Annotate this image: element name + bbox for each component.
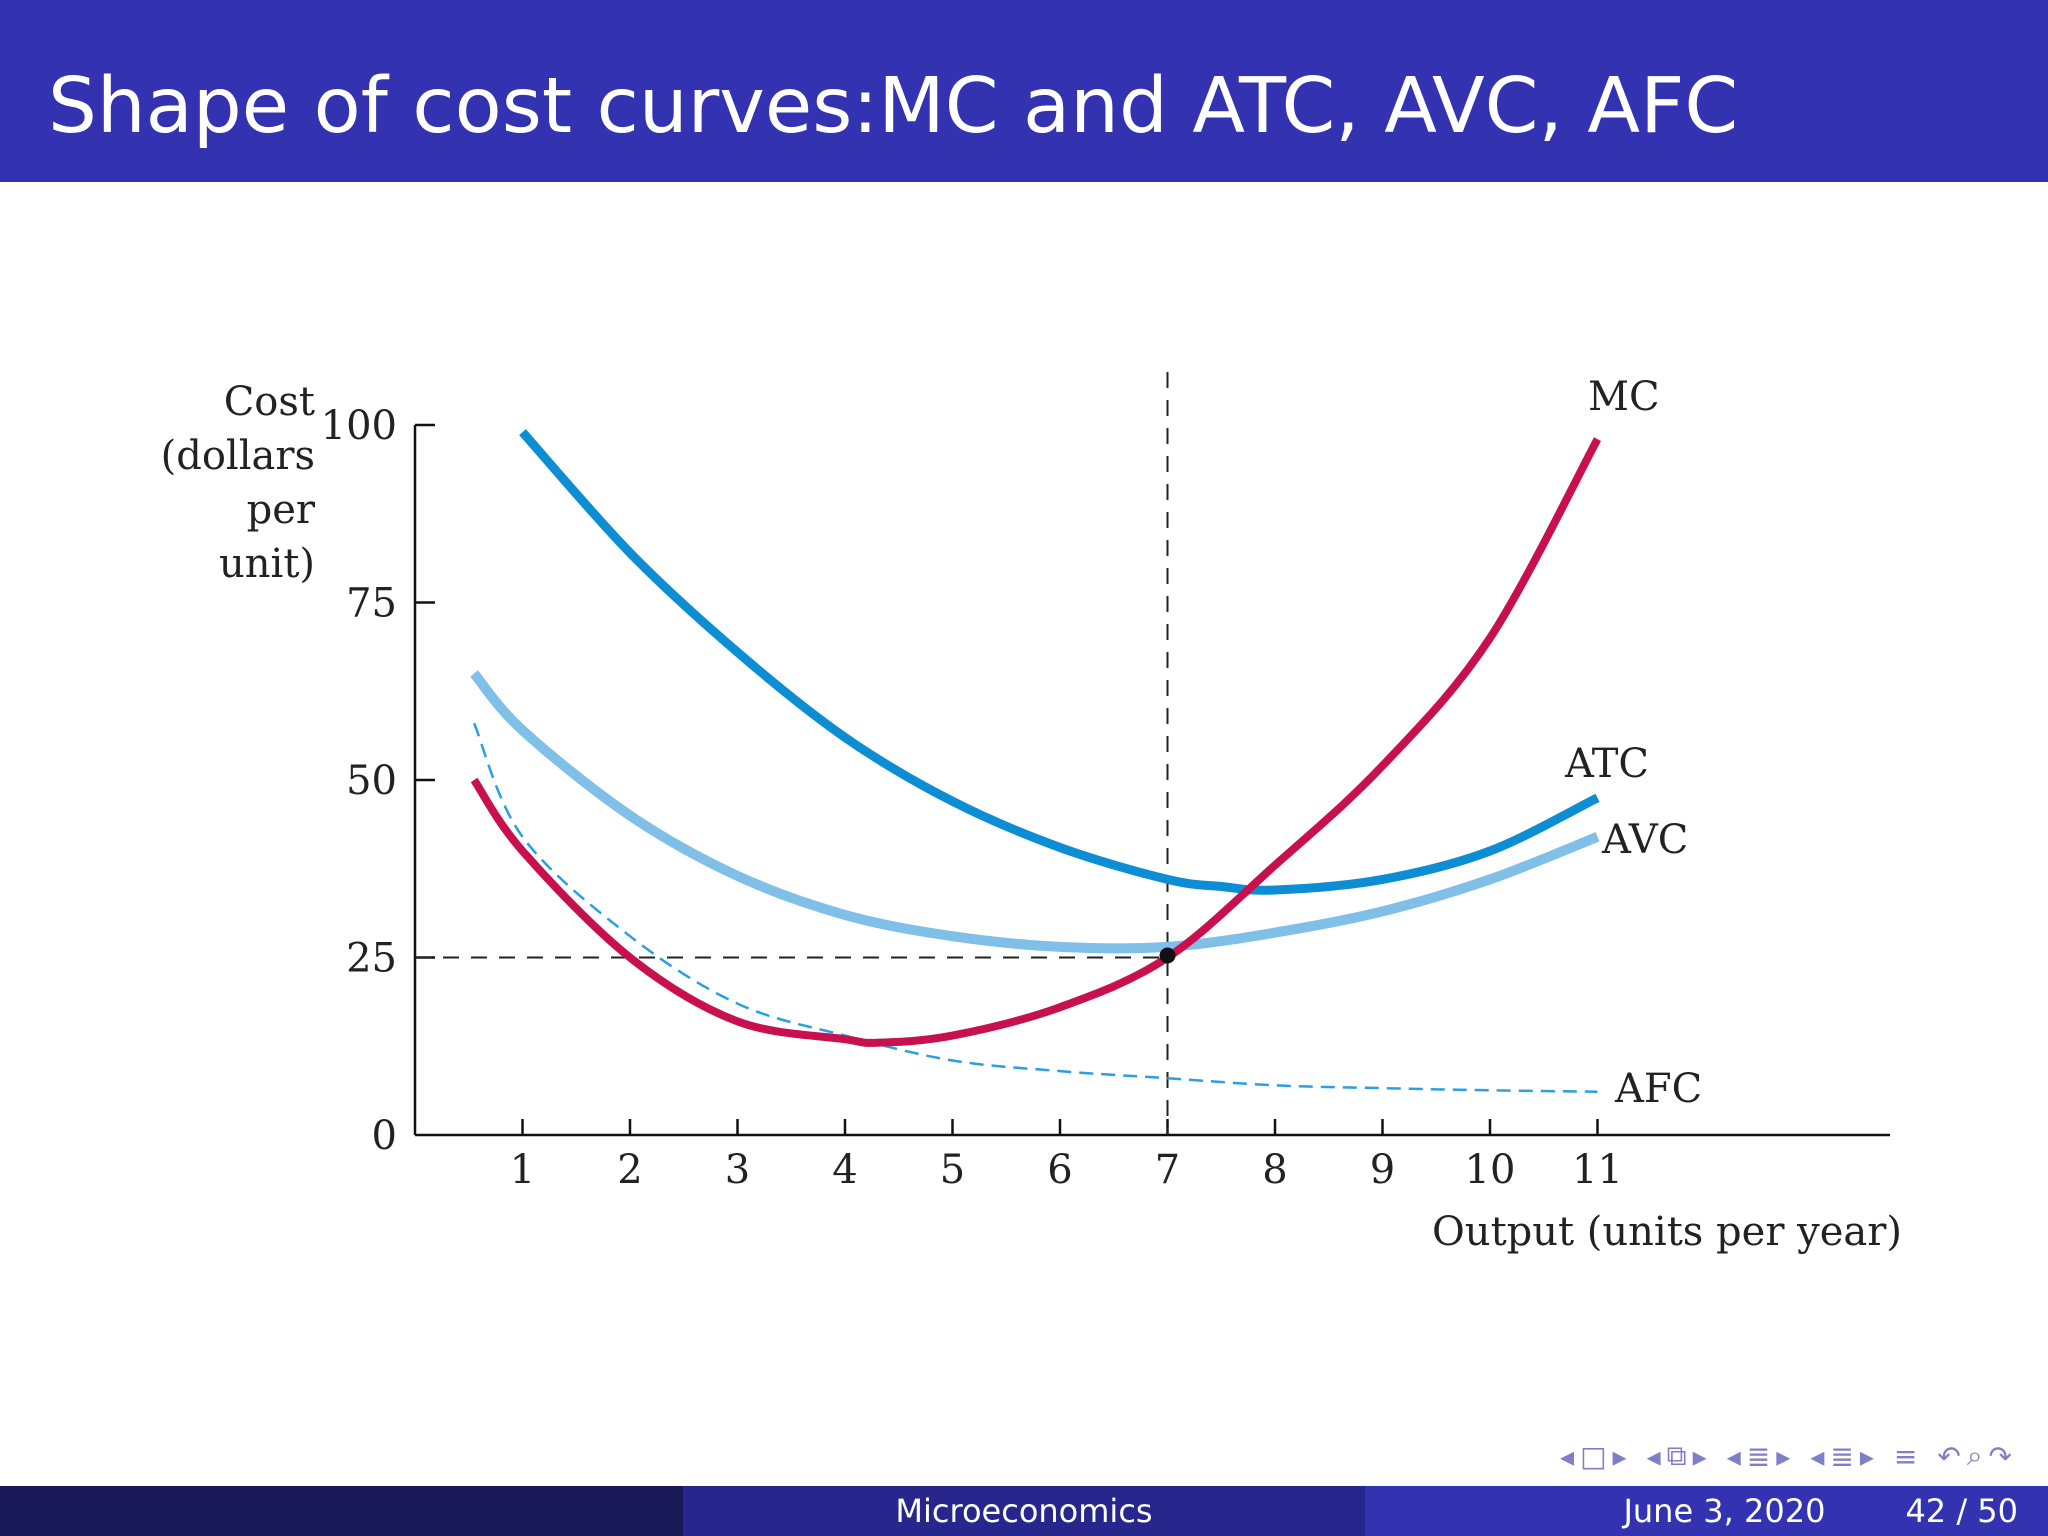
x-tick-label-8: 8 [1262, 1147, 1287, 1193]
x-tick-label-1: 1 [510, 1147, 535, 1193]
subframe-icon[interactable]: ⧉ [1666, 1439, 1687, 1472]
footer-right: June 3, 2020 42 / 50 [1365, 1486, 2048, 1536]
x-tick-label-10: 10 [1465, 1147, 1516, 1193]
footer-date: June 3, 2020 [1623, 1492, 1826, 1530]
footer-bar: Microeconomics June 3, 2020 42 / 50 [0, 1486, 2048, 1536]
arrow-right-icon[interactable]: ▸ [1776, 1439, 1791, 1473]
series-label-afc: AFC [1614, 1066, 1702, 1112]
series-label-atc: ATC [1564, 741, 1649, 787]
footer-page-number: 42 / 50 [1905, 1492, 2018, 1530]
x-tick-label-5: 5 [940, 1147, 965, 1193]
nav-frame-group[interactable]: ◂ □ ▸ [1560, 1440, 1627, 1473]
x-axis-label: Output (units per year) [1432, 1209, 1902, 1255]
nav-align-group[interactable]: ≡ [1894, 1440, 1917, 1473]
nav-subframe-group[interactable]: ◂ ⧉ ▸ [1647, 1439, 1707, 1473]
section-icon[interactable]: ≣ [1830, 1439, 1854, 1473]
forward-icon[interactable]: ↷ [1988, 1439, 2012, 1473]
search-icon[interactable]: ⌕ [1966, 1439, 1983, 1472]
arrow-left-icon[interactable]: ◂ [1726, 1439, 1741, 1473]
arrow-right-icon[interactable]: ▸ [1612, 1439, 1627, 1473]
series-avc-line [470, 670, 1600, 954]
arrow-left-icon[interactable]: ◂ [1560, 1439, 1575, 1473]
slide-title: Shape of cost curves:MC and ATC, AVC, AF… [48, 62, 1739, 151]
nav-subsection-group[interactable]: ◂ ≣ ▸ [1727, 1440, 1791, 1473]
y-tick-label-75: 75 [346, 581, 397, 627]
footer-title: Microeconomics [895, 1492, 1153, 1530]
y-tick-label-0: 0 [372, 1113, 397, 1159]
x-tick-label-11: 11 [1572, 1147, 1623, 1193]
y-tick-label-100: 100 [321, 403, 397, 449]
nav-history-group[interactable]: ↶ ⌕ ↷ [1937, 1439, 2012, 1473]
back-icon[interactable]: ↶ [1937, 1439, 1961, 1473]
y-axis-label-line: per [247, 487, 316, 533]
series-label-mc: MC [1588, 374, 1660, 420]
x-tick-label-6: 6 [1047, 1147, 1072, 1193]
footer-center: Microeconomics [683, 1486, 1365, 1536]
arrow-left-icon[interactable]: ◂ [1646, 1439, 1661, 1473]
y-tick-label-25: 25 [346, 936, 397, 982]
arrow-right-icon[interactable]: ▸ [1692, 1439, 1707, 1473]
x-tick-label-3: 3 [725, 1147, 750, 1193]
arrow-right-icon[interactable]: ▸ [1859, 1439, 1874, 1473]
y-tick-label-50: 50 [346, 758, 397, 804]
series-mc-line [470, 437, 1602, 1047]
footer-left [0, 1486, 683, 1536]
subsection-icon[interactable]: ≣ [1746, 1439, 1771, 1473]
y-axis-label-line: (dollars [161, 433, 315, 479]
nav-section-group[interactable]: ◂ ≣ ▸ [1810, 1440, 1874, 1473]
intersection-point [1159, 947, 1176, 964]
frame-icon[interactable]: □ [1580, 1439, 1607, 1473]
y-axis-label-line: Cost [224, 379, 315, 425]
series-atc-line [519, 429, 1600, 895]
align-icon[interactable]: ≡ [1893, 1439, 1918, 1473]
y-axis-label-line: unit) [219, 541, 315, 587]
series-afc-line [472, 722, 1598, 1093]
title-bar: Shape of cost curves:MC and ATC, AVC, AF… [0, 0, 2048, 182]
x-tick-label-9: 9 [1370, 1147, 1395, 1193]
x-tick-label-7: 7 [1155, 1147, 1180, 1193]
series-label-avc: AVC [1601, 817, 1688, 863]
beamer-navigation: ◂ □ ▸ ◂ ⧉ ▸ ◂ ≣ ▸ ◂ ≣ ▸ ≡ ↶ ⌕ ↷ [1550, 1436, 2012, 1476]
x-tick-label-4: 4 [832, 1147, 857, 1193]
x-tick-label-2: 2 [617, 1147, 642, 1193]
arrow-left-icon[interactable]: ◂ [1810, 1439, 1825, 1473]
